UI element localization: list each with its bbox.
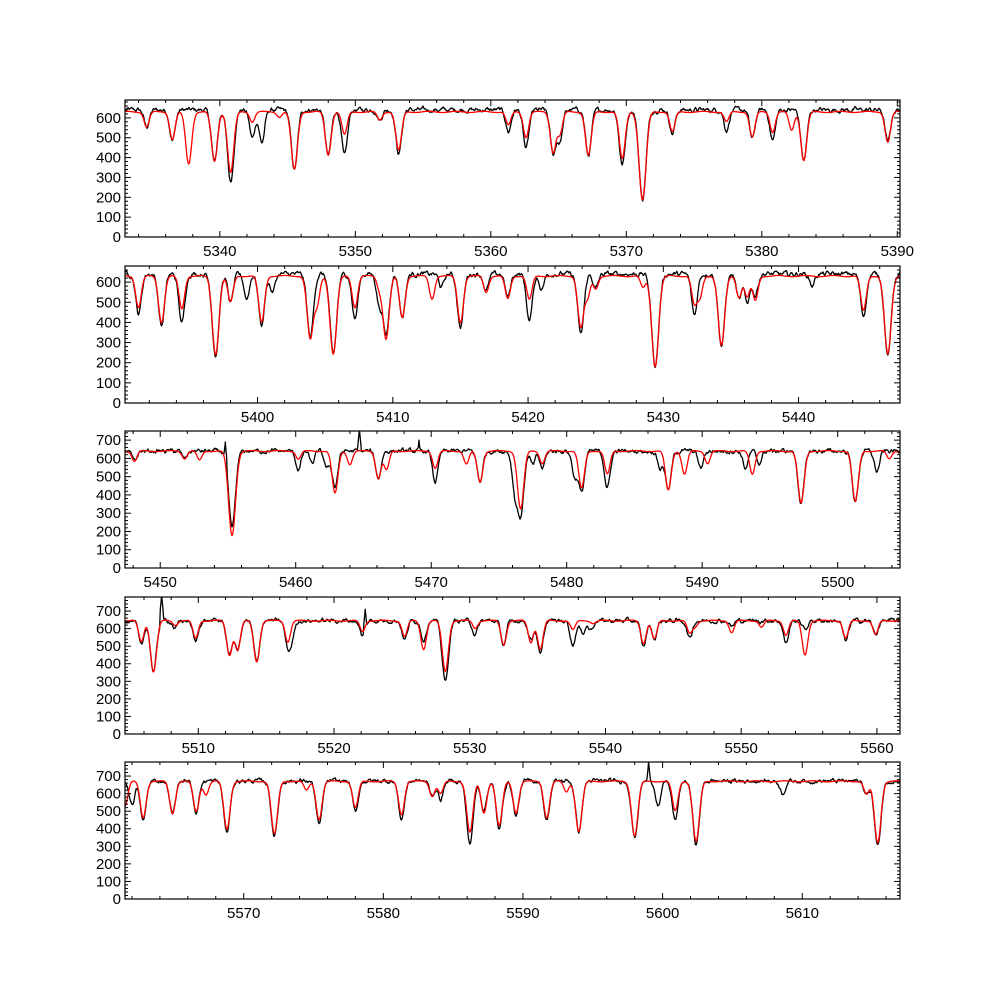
x-tick-label: 5600: [646, 905, 679, 922]
y-tick-label: 200: [96, 691, 121, 708]
y-tick-label: 0: [113, 891, 121, 908]
y-tick-label: 100: [96, 708, 121, 725]
axes-frame: [124, 761, 901, 900]
x-tick-label: 5520: [317, 740, 350, 757]
y-tick-label: 500: [96, 130, 121, 147]
axes-frame: [124, 596, 901, 735]
x-tick-label: 5350: [339, 243, 372, 260]
y-tick-label: 500: [96, 803, 121, 820]
x-tick-label: 5410: [376, 409, 409, 426]
y-tick-label: 100: [96, 375, 121, 392]
y-tick-label: 400: [96, 821, 121, 838]
x-tick-label: 5590: [506, 905, 539, 922]
y-tick-label: 300: [96, 505, 121, 522]
y-tick-label: 300: [96, 673, 121, 690]
model-spectrum-line: [125, 449, 900, 537]
y-tick-label: 700: [96, 768, 121, 785]
y-tick-label: 300: [96, 335, 121, 352]
observed-spectrum-line: [125, 431, 900, 528]
y-tick-label: 500: [96, 469, 121, 486]
x-tick-label: 5540: [589, 740, 622, 757]
x-tick-label: 5610: [786, 905, 819, 922]
panel-1: 5340 5350 5360 5370 5380 5390 0 100 200 300 400 500…: [96, 99, 914, 260]
panel-4: 5510 5520 5530 5540 5550 5560 0100200300400500…: [96, 596, 901, 757]
x-tick-label: 5450: [144, 574, 177, 591]
x-tick-label: 5440: [782, 409, 815, 426]
y-tick-label: 400: [96, 656, 121, 673]
x-tick-label: 5400: [241, 409, 274, 426]
y-tick-label: 0: [113, 229, 121, 246]
model-spectrum-line: [125, 780, 900, 844]
y-tick-label: 200: [96, 523, 121, 540]
observed-spectrum-line: [125, 597, 900, 681]
y-tick-label: 700: [96, 432, 121, 449]
x-tick-label: 5470: [415, 574, 448, 591]
observed-spectrum-line: [125, 269, 900, 369]
observed-spectrum-line: [125, 762, 900, 846]
y-tick-label: 200: [96, 189, 121, 206]
y-tick-label: 100: [96, 209, 121, 226]
axes-frame: [124, 265, 901, 404]
y-tick-label: 100: [96, 542, 121, 559]
x-tick-label: 5490: [685, 574, 718, 591]
y-tick-label: 600: [96, 621, 121, 638]
x-tick-label: 5370: [610, 243, 643, 260]
y-tick-label: 300: [96, 838, 121, 855]
x-tick-label: 5570: [227, 905, 260, 922]
y-tick-label: 600: [96, 450, 121, 467]
y-tick-label: 300: [96, 169, 121, 186]
y-tick-label: 600: [96, 786, 121, 803]
y-tick-label: 0: [113, 395, 121, 412]
x-tick-label: 5560: [860, 740, 893, 757]
y-tick-label: 100: [96, 873, 121, 890]
x-tick-label: 5530: [453, 740, 486, 757]
x-tick-label: 5420: [511, 409, 544, 426]
x-tick-label: 5550: [725, 740, 758, 757]
y-tick-label: 200: [96, 856, 121, 873]
model-spectrum-line: [125, 274, 900, 368]
y-tick-label: 200: [96, 355, 121, 372]
y-tick-label: 700: [96, 603, 121, 620]
x-tick-label: 5390: [881, 243, 914, 260]
x-tick-label: 5510: [182, 740, 215, 757]
y-tick-label: 400: [96, 487, 121, 504]
y-tick-label: 500: [96, 638, 121, 655]
model-spectrum-line: [125, 619, 900, 673]
x-tick-label: 5430: [647, 409, 680, 426]
y-tick-label: 400: [96, 150, 121, 167]
observed-spectrum-line: [125, 105, 900, 202]
x-tick-label: 5380: [745, 243, 778, 260]
y-tick-label: 400: [96, 314, 121, 331]
x-tick-label: 5340: [203, 243, 236, 260]
x-tick-label: 5500: [821, 574, 854, 591]
y-tick-label: 600: [96, 110, 121, 127]
y-tick-label: 600: [96, 274, 121, 291]
y-tick-label: 500: [96, 294, 121, 311]
y-tick-label: 0: [113, 560, 121, 577]
x-tick-label: 5480: [550, 574, 583, 591]
panel-2: 5400 5410 5420 5430 5440 0 100 200 300 400 500 600: [96, 265, 901, 426]
axes-frame: [124, 99, 901, 238]
x-tick-label: 5460: [279, 574, 312, 591]
x-tick-label: 5580: [367, 905, 400, 922]
panel-5: 5570 5580 5590 5600 5610 01002003004005006007…: [96, 761, 901, 922]
model-spectrum-line: [125, 110, 900, 201]
y-tick-label: 0: [113, 726, 121, 743]
x-tick-label: 5360: [474, 243, 507, 260]
